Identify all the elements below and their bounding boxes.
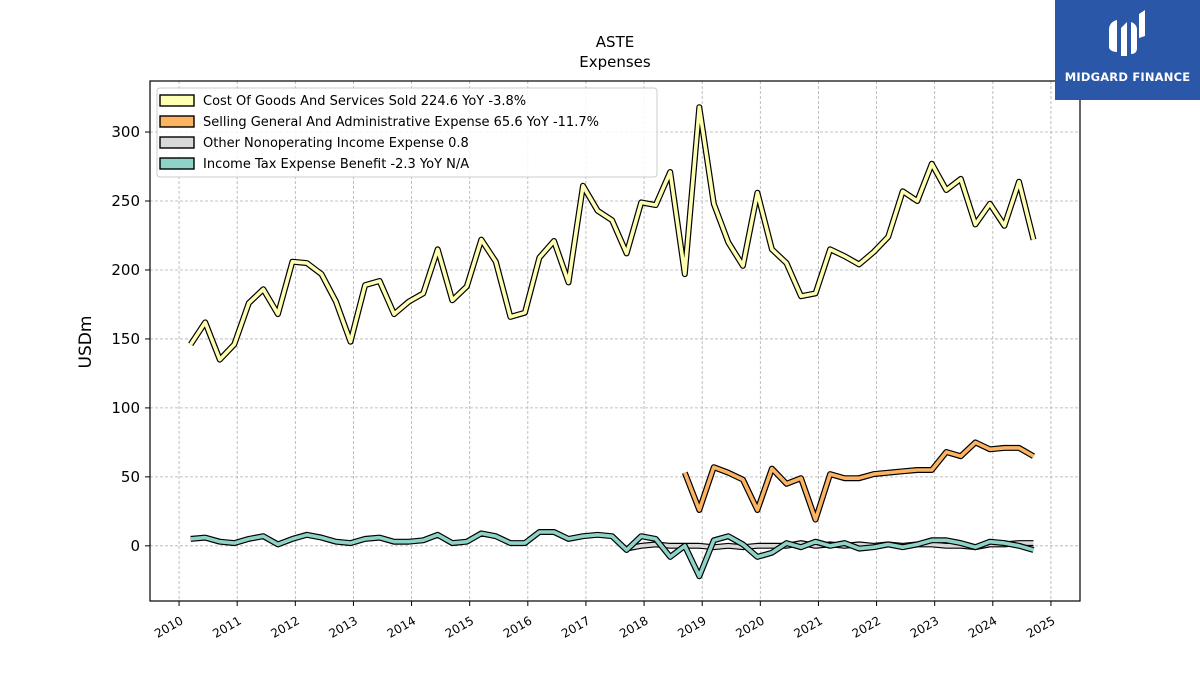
x-tick-label: 2022 — [850, 613, 883, 640]
midgard-finance-logo: MIDGARD FINANCE — [1055, 0, 1200, 100]
legend-box — [156, 87, 658, 178]
legend-swatch — [159, 94, 195, 107]
x-tick-label: 2020 — [733, 613, 766, 640]
y-tick-label: 150 — [111, 330, 140, 348]
x-tick-label: 2012 — [268, 613, 301, 640]
legend-label: Selling General And Administrative Expen… — [203, 115, 599, 130]
legend-swatch — [159, 115, 195, 128]
y-tick-label: 0 — [130, 537, 140, 555]
y-tick-label: 50 — [121, 468, 140, 486]
legend-label: Cost Of Goods And Services Sold 224.6 Yo… — [203, 94, 526, 109]
y-tick-label: 100 — [111, 399, 140, 417]
y-tick-label: 200 — [111, 261, 140, 279]
x-tick-label: 2015 — [443, 613, 476, 640]
x-tick-label: 2014 — [385, 613, 418, 640]
series-outline — [682, 439, 1035, 523]
legend: Cost Of Goods And Services Sold 224.6 Yo… — [156, 87, 658, 178]
y-tick-label: 300 — [111, 123, 140, 141]
chart-subtitle: Expenses — [579, 53, 651, 71]
plot-area-frame — [149, 80, 1081, 602]
x-tick-label: 2025 — [1024, 613, 1057, 640]
x-tick-label: 2013 — [326, 613, 359, 640]
x-tick-label: 2017 — [559, 613, 592, 640]
x-tick-label: 2011 — [210, 613, 243, 640]
x-tick-label: 2019 — [675, 613, 708, 640]
x-tick-label: 2021 — [791, 613, 824, 640]
x-tick-label: 2010 — [152, 613, 185, 640]
y-tick-label: 250 — [111, 192, 140, 210]
chart-title: ASTE — [596, 33, 634, 51]
series-line — [190, 530, 1035, 579]
x-tick-label: 2024 — [966, 613, 999, 640]
legend-swatch — [159, 136, 195, 149]
series-lines — [188, 104, 1037, 580]
legend-swatch — [159, 157, 195, 170]
logo-mark-icon — [1109, 10, 1145, 56]
y-axis-label: USDm — [76, 316, 96, 369]
x-tick-label: 2018 — [617, 613, 650, 640]
series-line — [189, 105, 1036, 362]
x-tick-label: 2016 — [501, 613, 534, 640]
series-line — [683, 440, 1035, 522]
legend-label: Other Nonoperating Income Expense 0.8 — [203, 136, 469, 151]
legend-label: Income Tax Expense Benefit -2.3 YoY N/A — [203, 157, 469, 172]
logo-text: MIDGARD FINANCE — [1064, 70, 1191, 84]
x-tick-label: 2023 — [908, 613, 941, 640]
